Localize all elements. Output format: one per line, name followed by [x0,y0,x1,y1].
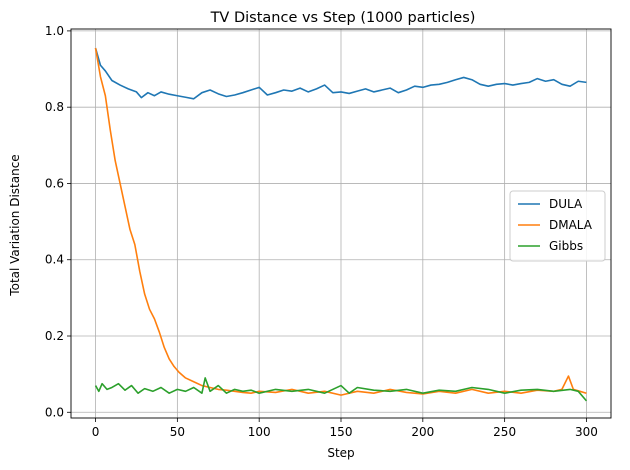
x-tick-label: 150 [330,425,353,439]
x-tick-label: 200 [411,425,434,439]
legend-label-dula: DULA [549,197,583,211]
x-tick-label: 300 [575,425,598,439]
legend-label-gibbs: Gibbs [549,239,583,253]
y-tick-label: 0.0 [45,405,64,419]
y-tick-label: 0.2 [45,329,64,343]
series-lines [94,47,588,402]
legend-box [509,190,606,262]
ticks: 0 50 100 150 200 250 300 0.0 0.2 0.4 0.6 0.8 1.0 [45,24,598,439]
series-line-gibbs [94,377,588,402]
legend-label-dmala: DMALA [549,218,593,232]
series-line-dula [94,47,587,100]
x-axis-label: Step [327,446,354,460]
chart-title: TV Distance vs Step (1000 particles) [210,10,476,26]
y-tick-label: 0.6 [45,176,64,190]
y-tick-label: 0.8 [45,100,64,114]
y-axis-label: Total Variation Distance [8,154,22,296]
x-tick-label: 0 [92,425,100,439]
legend: DULA DMALA Gibbs [509,190,606,262]
y-tick-label: 1.0 [45,24,64,38]
x-tick-label: 100 [248,425,271,439]
y-tick-label: 0.4 [45,253,64,267]
x-tick-label: 50 [170,425,185,439]
x-tick-label: 250 [493,425,516,439]
